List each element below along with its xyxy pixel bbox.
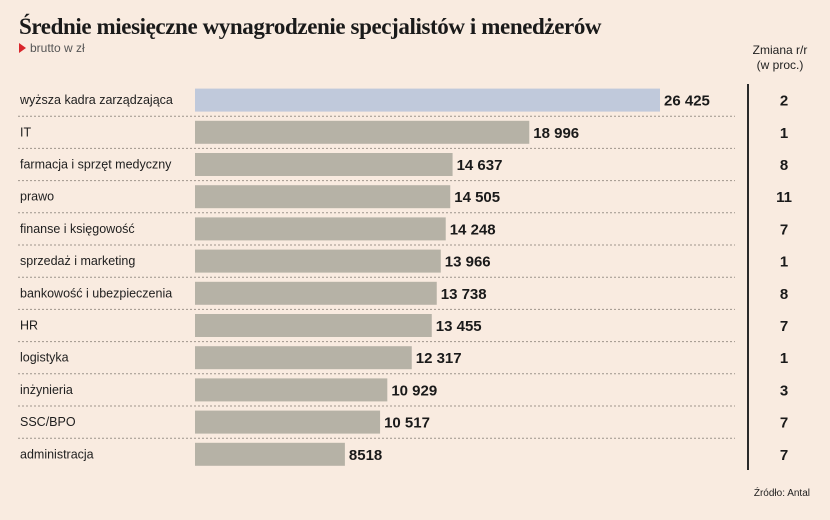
change-column-divider	[747, 84, 749, 470]
chart-title: Średnie miesięczne wynagrodzenie specjal…	[19, 14, 602, 39]
change-value: 2	[780, 93, 788, 110]
value-label: 14 505	[454, 189, 500, 206]
category-label: sprzedaż i marketing	[20, 254, 135, 268]
change-value: 1	[780, 350, 788, 367]
bar	[195, 442, 345, 466]
bar	[195, 88, 660, 112]
category-label: inżynieria	[20, 383, 73, 397]
category-label: bankowość i ubezpieczenia	[20, 286, 172, 300]
change-header-line-2: (w proc.)	[756, 58, 804, 72]
change-value: 7	[780, 221, 788, 238]
source-note: Źródło: Antal	[753, 488, 810, 499]
category-label: IT	[20, 125, 31, 139]
change-value: 8	[780, 157, 788, 174]
bar	[195, 185, 451, 209]
bar	[195, 281, 437, 305]
value-label: 13 738	[441, 286, 487, 303]
value-label: 26 425	[664, 93, 710, 110]
change-value: 1	[780, 125, 788, 142]
value-label: 13 455	[436, 318, 482, 335]
change-value: 7	[780, 318, 788, 335]
bar	[195, 410, 381, 434]
change-value: 7	[780, 415, 788, 432]
category-label: prawo	[20, 190, 54, 204]
bar	[195, 314, 432, 337]
category-label: logistyka	[20, 351, 69, 365]
value-label: 10 517	[384, 415, 430, 432]
bar	[195, 120, 530, 144]
change-value: 11	[776, 189, 792, 206]
value-label: 14 248	[450, 221, 496, 238]
bar	[195, 249, 441, 273]
value-label: 14 637	[457, 157, 503, 174]
subtitle-text: brutto w zł	[30, 41, 85, 55]
category-label: SSC/BPO	[20, 415, 76, 429]
value-label: 10 929	[391, 382, 437, 399]
bar	[195, 217, 446, 241]
category-label: administracja	[20, 447, 94, 461]
change-value: 7	[780, 447, 788, 464]
change-value: 1	[780, 254, 788, 271]
bar	[195, 346, 412, 370]
value-label: 13 966	[445, 254, 491, 271]
chart-subtitle: brutto w zł	[19, 41, 85, 55]
bar	[195, 378, 388, 402]
value-label: 12 317	[416, 350, 462, 367]
triangle-marker-icon	[19, 43, 26, 53]
category-label: wyższa kadra zarządzająca	[19, 93, 173, 107]
category-label: farmacja i sprzęt medyczny	[20, 158, 172, 172]
value-label: 8518	[349, 447, 382, 464]
category-label: HR	[20, 319, 38, 333]
value-label: 18 996	[533, 125, 579, 142]
category-label: finanse i księgowość	[20, 222, 135, 236]
change-column-header: Zmiana r/r (w proc.)	[735, 43, 825, 73]
change-value: 8	[780, 286, 788, 303]
change-value: 3	[780, 382, 788, 399]
bar	[195, 153, 453, 176]
change-header-line-1: Zmiana r/r	[752, 43, 808, 57]
